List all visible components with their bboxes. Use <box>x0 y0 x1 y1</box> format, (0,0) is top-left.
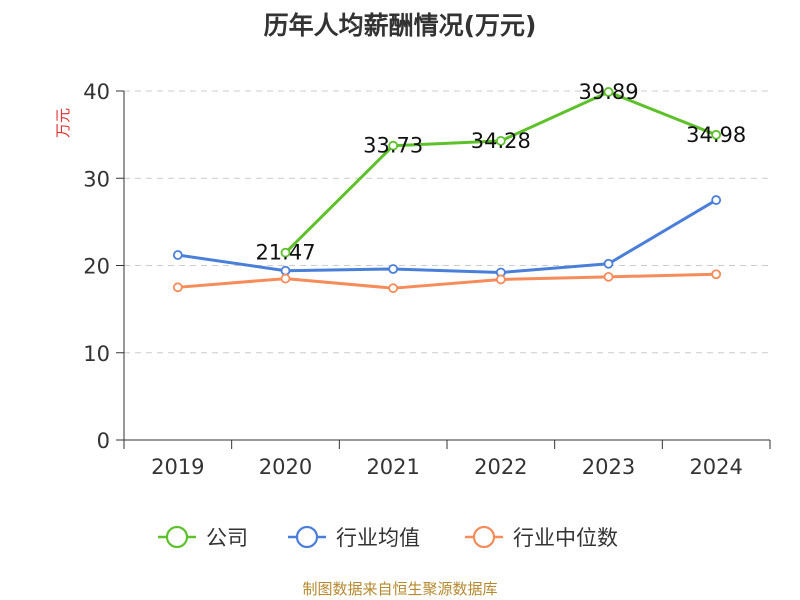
legend-marker <box>165 525 189 549</box>
chart-title: 历年人均薪酬情况(万元) <box>263 11 537 40</box>
data-point <box>495 136 506 146</box>
data-point <box>388 140 399 151</box>
y-axis-label: 万元 <box>54 108 72 138</box>
data-point <box>711 269 722 280</box>
y-tick-label: 40 <box>83 80 110 104</box>
data-label: 33.73 <box>363 134 423 158</box>
data-point <box>603 271 614 282</box>
data-label: 39.89 <box>578 80 638 104</box>
y-tick-label: 20 <box>83 255 110 279</box>
legend-label: 行业中位数 <box>513 526 618 550</box>
data-label: 21.47 <box>255 241 315 265</box>
data-label: 34.28 <box>471 129 531 153</box>
data-source-note: 制图数据来自恒生聚源数据库 <box>302 580 498 598</box>
data-point <box>495 274 506 285</box>
series-line <box>177 198 717 274</box>
data-point <box>603 258 614 269</box>
data-point <box>388 283 399 294</box>
legend-marker <box>472 525 496 549</box>
x-tick-label: 2023 <box>582 455 635 479</box>
y-tick-label: 0 <box>97 429 110 453</box>
legend-label: 行业均值 <box>336 526 420 550</box>
x-tick-label: 2024 <box>689 455 742 479</box>
data-point <box>280 265 291 276</box>
data-point <box>172 282 183 293</box>
data-point <box>711 195 722 205</box>
data-point <box>280 273 291 284</box>
series-line <box>284 90 717 254</box>
data-point <box>711 129 722 140</box>
y-tick-label: 30 <box>83 167 110 191</box>
data-point <box>280 247 291 258</box>
data-point <box>603 87 614 97</box>
series-line <box>177 272 717 290</box>
legend-marker <box>295 525 319 549</box>
data-label: 34.98 <box>686 123 746 147</box>
x-tick-label: 2019 <box>151 455 204 479</box>
x-tick-label: 2021 <box>366 455 419 479</box>
data-point <box>172 250 183 260</box>
x-tick-label: 2022 <box>474 455 527 479</box>
legend-label: 公司 <box>206 526 248 550</box>
x-tick-label: 2020 <box>259 455 312 479</box>
data-point <box>388 264 399 274</box>
y-tick-label: 10 <box>83 342 110 366</box>
